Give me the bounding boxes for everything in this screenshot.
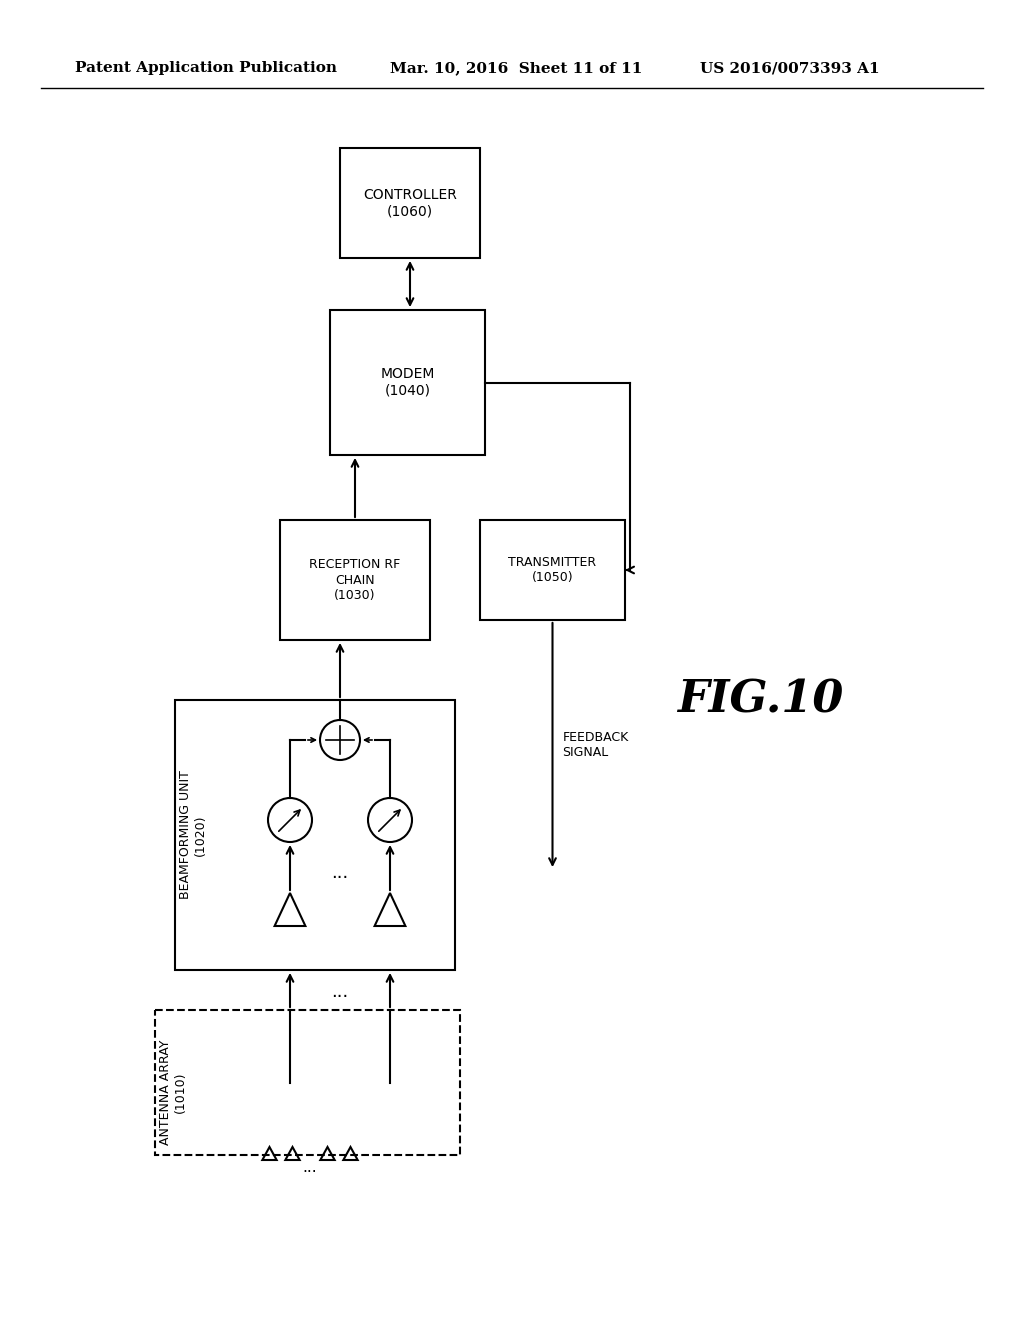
Text: ...: ... [332, 983, 348, 1001]
Text: MODEM
(1040): MODEM (1040) [380, 367, 434, 397]
Bar [330, 310, 485, 455]
Text: Patent Application Publication: Patent Application Publication [75, 61, 337, 75]
Text: Mar. 10, 2016  Sheet 11 of 11: Mar. 10, 2016 Sheet 11 of 11 [390, 61, 642, 75]
Text: ...: ... [302, 1160, 316, 1175]
Text: TRANSMITTER
(1050): TRANSMITTER (1050) [509, 556, 597, 583]
Text: FIG.10: FIG.10 [677, 678, 843, 722]
Text: ANTENNA ARRAY
(1010): ANTENNA ARRAY (1010) [159, 1040, 187, 1146]
Text: CONTROLLER
(1060): CONTROLLER (1060) [364, 187, 457, 218]
Text: US 2016/0073393 A1: US 2016/0073393 A1 [700, 61, 880, 75]
Bar [480, 520, 625, 620]
Text: RECEPTION RF
CHAIN
(1030): RECEPTION RF CHAIN (1030) [309, 558, 400, 602]
Bar [280, 520, 430, 640]
Text: BEAMFORMING UNIT
(1020): BEAMFORMING UNIT (1020) [179, 771, 207, 899]
Text: ...: ... [332, 863, 348, 882]
Bar [340, 148, 480, 257]
Bar [175, 700, 455, 970]
Text: FEEDBACK
SIGNAL: FEEDBACK SIGNAL [562, 731, 629, 759]
Bar [155, 1010, 460, 1155]
